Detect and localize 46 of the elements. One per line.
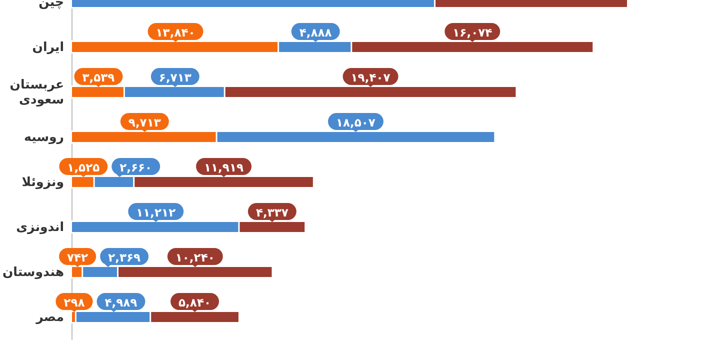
- data-label: ۱۳,۸۴۰: [148, 23, 204, 42]
- data-label: ۲,۳۶۹: [108, 250, 141, 264]
- data-label: ۴,۳۳۷: [256, 206, 288, 220]
- data-label: ۱۰,۲۴۰: [175, 250, 215, 264]
- data-label: ۱۱,۹۱۹: [196, 158, 252, 177]
- y-tick-label: روسیه: [24, 129, 64, 145]
- data-label: ۱۳,۸۴۰: [156, 26, 196, 40]
- data-label: ۴,۳۳۷: [248, 203, 296, 222]
- data-label: ۲۹۸: [56, 293, 93, 312]
- data-label: ۴,۹۸۹: [96, 293, 146, 312]
- data-label: ۱۶,۰۷۴: [444, 23, 500, 42]
- y-tick-label: چین: [38, 0, 64, 10]
- data-label: ۲,۶۶۰: [112, 158, 160, 177]
- y-tick-label: اندونزی: [16, 219, 64, 235]
- data-label: ۱۰,۲۴۰: [167, 248, 223, 267]
- y-tick-label: هندوستان: [2, 264, 64, 280]
- data-label: ۱۹,۴۰۷: [342, 68, 398, 87]
- data-label: ۲,۳۶۹: [100, 248, 149, 267]
- data-label: ۱۹,۴۰۷: [350, 70, 390, 84]
- y-tick-label: ایران: [32, 39, 64, 55]
- data-label: ۵,۸۴۰: [178, 296, 211, 310]
- data-label: ۴,۸۸۸: [299, 26, 332, 40]
- data-label: ۱,۵۲۵: [59, 158, 108, 177]
- data-label: ۱۱,۲۱۲: [136, 206, 176, 220]
- data-label: ۳,۵۳۹: [82, 70, 115, 84]
- y-tick-label: عربستان سعودی: [10, 76, 64, 108]
- data-label: ۱,۵۲۵: [67, 160, 100, 174]
- data-label: ۱۸,۵۰۷: [336, 116, 376, 130]
- data-label: ۷۴۲: [67, 250, 88, 264]
- data-label: ۷۴۲: [59, 248, 96, 267]
- data-label: ۵,۸۴۰: [170, 293, 219, 312]
- data-label: ۱۶,۰۷۴: [452, 26, 492, 40]
- data-label: ۹,۷۱۳: [128, 116, 161, 130]
- data-label: ۱۸,۵۰۷: [328, 113, 384, 132]
- data-label: ۱۱,۹۱۹: [204, 160, 244, 174]
- data-label: ۶,۷۱۳: [158, 70, 192, 84]
- y-tick-label: مصر: [35, 309, 64, 325]
- data-label: ۴,۹۸۹: [104, 296, 138, 310]
- data-label: ۲,۶۶۰: [120, 160, 152, 174]
- y-tick-label: ونزوئلا: [22, 174, 64, 190]
- data-label: ۱۱,۲۱۲: [128, 203, 184, 222]
- data-label: ۲۹۸: [64, 296, 85, 310]
- data-label: ۹,۷۱۳: [120, 113, 169, 132]
- data-label: ۴,۸۸۸: [291, 23, 340, 42]
- data-label: ۶,۷۱۳: [150, 68, 200, 87]
- data-label: ۳,۵۳۹: [74, 68, 123, 87]
